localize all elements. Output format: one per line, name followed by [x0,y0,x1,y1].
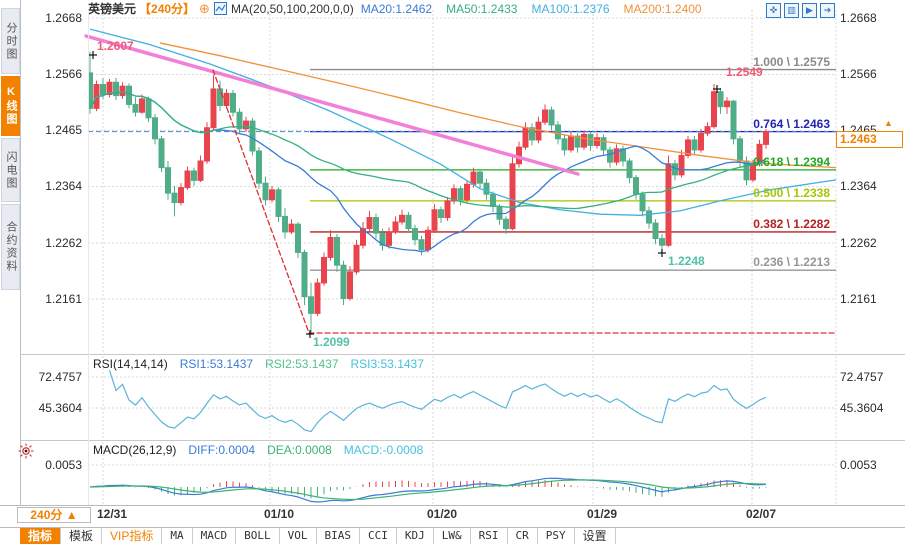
date-label-4: 01/29 [587,507,618,521]
toolbar-tab-BIAS[interactable]: BIAS [317,528,360,544]
rsi-axis-label-right: 72.4757 [840,369,884,384]
rsi-legend-2: RSI2:53.1437 [265,357,339,371]
current-price-badge: 1.2463 [836,131,903,148]
macd-alert-sun-icon[interactable] [18,443,34,459]
go-latest-icon[interactable]: ➔ [820,3,835,18]
date-label-3: 01/20 [427,507,458,521]
add-indicator-icon[interactable]: ⊕ [199,0,210,16]
symbol-name: 英镑美元 [88,2,137,16]
y-axis-label-right: 1.2262 [840,235,877,250]
ma-value-group: MA20:1.2462 MA50:1.2433 MA100:1.2376 MA200:… [361,2,702,16]
price-annotation-2: 1.2549 [726,65,763,79]
date-label-1: 12/31 [97,507,128,521]
time-axis-row: 240分 ▲ 12/31 01/10 01/20 01/29 02/07 [0,505,905,523]
fib-label-1: 1.000 \ 1.2575 [753,54,830,69]
toolbar-tab-设置[interactable]: 设置 [575,528,616,544]
macd-legend-2: DEA:0.0008 [267,443,332,457]
chart-type-sidebar: 分时图 K线图闪电图合约资料 [0,0,21,521]
y-axis-label-right: 1.2161 [840,291,877,306]
price-annotation-4: 1.2099 [313,335,350,349]
fib-label-4: 0.500 \ 1.2338 [753,185,830,200]
date-label-2: 01/10 [264,507,295,521]
toolbar-tab-模板[interactable]: 模板 [61,528,103,544]
rsi-axis-label-left: 45.3604 [38,400,82,415]
macd-axis-label-left: 0.0053 [45,457,82,472]
y-axis-label-left: 1.2161 [45,291,82,306]
chart-header: 英镑美元 【240分】 ⊕ MA(20,50,100,200,0,0) MA20… [88,0,702,17]
zoom-out-icon[interactable]: ▶ [802,3,817,18]
fib-label-5: 0.382 \ 1.2282 [753,216,830,231]
rsi-legend-3: RSI3:53.1437 [350,357,424,371]
y-axis-label-left: 1.2566 [45,67,82,82]
y-axis-label-right: 1.2668 [840,10,877,25]
sidebar-tab-label: 合约资料 [5,221,17,273]
ma-value-4: MA200:1.2400 [623,1,702,16]
y-axis-label-right: 1.2566 [840,67,877,82]
macd-axis-label-right: 0.0053 [840,457,877,472]
sidebar-tab-4[interactable]: 合约资料 [1,204,20,290]
fib-label-6: 0.236 \ 1.2213 [753,255,830,270]
indicator-toolbar: 指标 模板 VIP指标 MA MACD BOLL VOL BIAS CCI KDJ LW& RSI CR… [0,527,905,544]
macd-legend-3: MACD:-0.0008 [343,443,424,457]
toolbar-tab-CR[interactable]: CR [508,528,538,544]
rsi-legend-1: RSI1:53.1437 [179,357,254,371]
y-axis-label-right: 1.2364 [840,178,877,193]
price-annotation-3: 1.2248 [668,254,705,268]
macd-panel-separator [20,440,905,441]
period-label[interactable]: 【240分】 [139,2,196,16]
ma-value-1: MA20:1.2462 [360,1,433,16]
chart-style-icon[interactable] [213,2,227,15]
y-axis-label-left: 1.2465 [45,123,82,137]
y-axis-label-left: 1.2262 [45,235,82,250]
toolbar-tab-LW&[interactable]: LW& [434,528,471,544]
ma-settings-label[interactable]: MA(20,50,100,200,0,0) [230,1,354,16]
sidebar-tab-3[interactable]: 闪电图 [1,138,20,202]
toolbar-tab-MA[interactable]: MA [162,528,193,544]
toolbar-tab-VOL[interactable]: VOL [280,528,317,544]
sidebar-tab-label: 分时图 [5,21,17,61]
rsi-title[interactable]: RSI(14,14,14) [93,357,168,371]
rsi-header: RSI(14,14,14) RSI1:53.1437 RSI2:53.1437 RS… [93,357,424,371]
sidebar-tab-label: 闪电图 [5,150,17,190]
timeframe-button[interactable]: 240分 ▲ [17,507,91,523]
toolbar-tab-VIP指标[interactable]: VIP指标 [102,528,163,544]
macd-legend-1: DIFF:0.0004 [188,443,256,457]
toolbar-tab-RSI[interactable]: RSI [471,528,508,544]
sidebar-tab-2[interactable]: K线图 [1,76,20,136]
toolbar-tab-PSY[interactable]: PSY [538,528,575,544]
rsi-legend: RSI1:53.1437 RSI2:53.1437 RSI3:53.1437 [180,357,424,371]
macd-title[interactable]: MACD(26,12,9) [93,443,177,457]
plot-left-edge [88,10,89,505]
rsi-axis-label-left: 72.4757 [38,369,82,384]
ma-value-2: MA50:1.2433 [446,1,518,16]
toolbar-tab-BOLL[interactable]: BOLL [236,528,280,544]
rsi-axis-label-right: 45.3604 [840,400,884,415]
toolbar-tab-MACD[interactable]: MACD [193,528,237,544]
y-axis-label-left: 1.2668 [45,10,82,25]
sidebar-tab-label: K线图 [5,86,17,126]
toolbar-tab-KDJ[interactable]: KDJ [397,528,434,544]
toolbar-tab-指标[interactable]: 指标 [20,528,62,544]
sidebar-tab-1[interactable]: 分时图 [1,8,20,74]
macd-header: MACD(26,12,9) DIFF:0.0004 DEA:0.0008 MACD:… [93,443,423,457]
price-up-arrow-icon: ▲ [884,118,893,128]
price-annotation-1: 1.2607 [97,39,134,53]
pan-icon[interactable]: ✜ [766,3,781,18]
rsi-panel-separator [20,354,905,355]
fib-label-2: 0.764 \ 1.2463 [753,116,830,131]
toolbar-tab-CCI[interactable]: CCI [360,528,397,544]
fib-label-3: 0.618 \ 1.2394 [753,154,830,169]
macd-legend: DIFF:0.0004 DEA:0.0008 MACD:-0.0008 [188,443,423,457]
date-label-5: 02/07 [746,507,777,521]
ma-value-3: MA100:1.2376 [531,1,610,16]
y-axis-label-left: 1.2364 [45,178,82,193]
zoom-in-icon[interactable]: ▥ [784,3,799,18]
chart-window-controls: ✜ ▥ ▶ ➔ [766,3,835,18]
